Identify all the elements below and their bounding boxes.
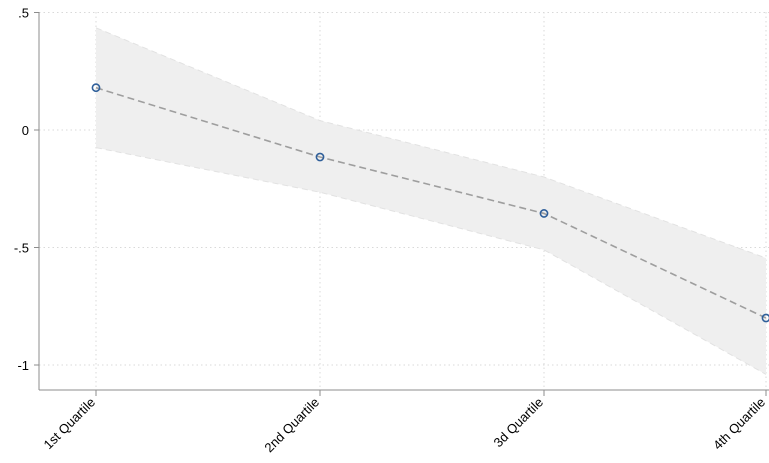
data-point [91, 83, 101, 93]
x-tick-labels: 1st Quartile 2nd Quartile 3d Quartile 4th Q… [41, 395, 769, 456]
x-tick-label: 1st Quartile [41, 395, 99, 453]
x-tick-label: 4th Quartile [710, 395, 768, 453]
x-tick-label: 3d Quartile [491, 395, 547, 451]
y-tick-labels: .5 0 -.5 -1 [14, 6, 29, 374]
y-tick-label: -1 [17, 358, 29, 373]
ci-upper-edge [95, 27, 767, 259]
y-tick-label: -.5 [14, 241, 29, 256]
y-tick-label: 0 [22, 123, 29, 138]
data-point [539, 209, 549, 218]
data-point [761, 313, 769, 323]
data-point [315, 152, 325, 162]
axis-layer [38, 12, 769, 391]
confidence-band-layer [95, 27, 767, 375]
y-tick-label: .5 [18, 6, 29, 21]
series-line-layer [91, 83, 769, 323]
series-line [95, 86, 767, 319]
ci-lower-edge [95, 147, 767, 375]
x-tick-label: 2nd Quartile [261, 395, 322, 456]
confidence-band [96, 27, 766, 375]
